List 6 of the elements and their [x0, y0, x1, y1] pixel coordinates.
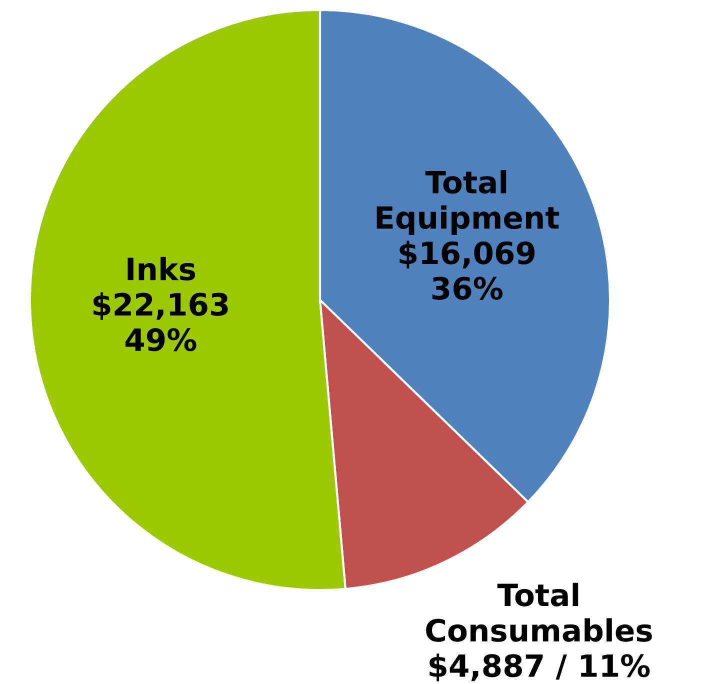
data-label: $16,069 36%: [400, 240, 535, 300]
slice-label: Total Consumables: [426, 582, 652, 642]
slice-label: Inks: [128, 256, 196, 280]
slice-label: Total Equipment: [376, 170, 560, 235]
data-label: $4,887 / 11%: [430, 654, 650, 682]
data-label: $22,163 49%: [93, 292, 228, 352]
